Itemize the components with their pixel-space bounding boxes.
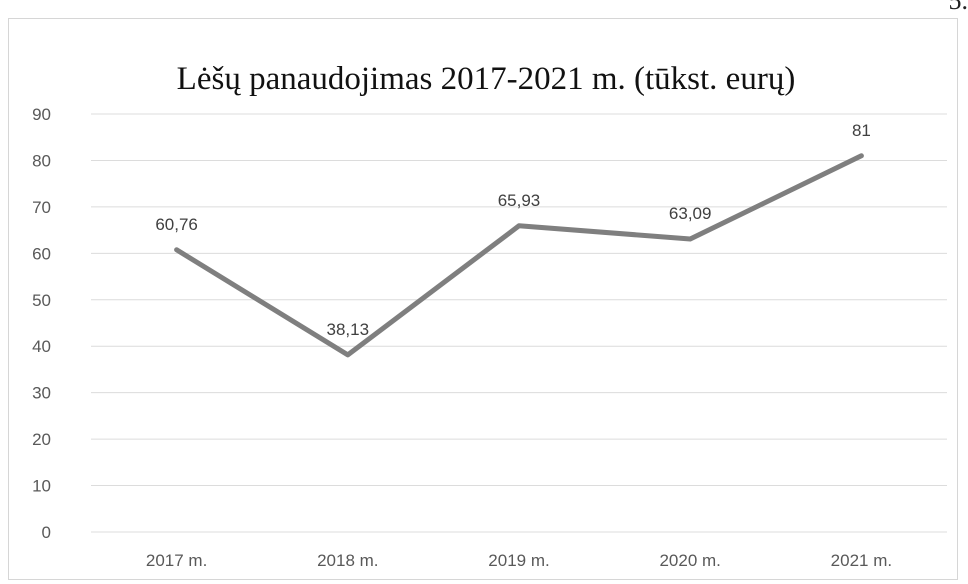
y-tick-label: 90	[32, 105, 51, 124]
data-label: 65,93	[498, 191, 541, 210]
gridlines	[91, 113, 947, 533]
data-label: 60,76	[155, 215, 198, 234]
data-label: 38,13	[327, 320, 370, 339]
data-label: 63,09	[669, 204, 712, 223]
corner-mark: 5.	[948, 0, 968, 15]
y-axis-ticks: 0 10 20 30 40 50 60 70 80 90	[32, 105, 51, 542]
y-tick-label: 30	[32, 384, 51, 403]
x-tick-label: 2019 m.	[488, 551, 549, 570]
data-label: 81	[852, 121, 871, 140]
line-chart: Lėšų panaudojimas 2017-2021 m. (tūkst. e…	[32, 61, 947, 570]
y-tick-label: 50	[32, 291, 51, 310]
y-tick-label: 0	[42, 523, 51, 542]
y-tick-label: 60	[32, 244, 51, 263]
y-tick-label: 20	[32, 430, 51, 449]
y-tick-label: 10	[32, 477, 51, 496]
chart-area: Lėšų panaudojimas 2017-2021 m. (tūkst. e…	[8, 18, 958, 580]
chart-title: Lėšų panaudojimas 2017-2021 m. (tūkst. e…	[177, 61, 796, 97]
y-tick-label: 70	[32, 198, 51, 217]
x-tick-label: 2017 m.	[146, 551, 207, 570]
y-tick-label: 40	[32, 337, 51, 356]
x-axis-ticks: 2017 m. 2018 m. 2019 m. 2020 m. 2021 m.	[146, 551, 892, 570]
y-tick-label: 80	[32, 151, 51, 170]
x-tick-label: 2018 m.	[317, 551, 378, 570]
series-line	[174, 153, 864, 358]
x-tick-label: 2020 m.	[659, 551, 720, 570]
data-labels: 60,76 38,13 65,93 63,09 81	[155, 121, 871, 339]
x-tick-label: 2021 m.	[831, 551, 892, 570]
